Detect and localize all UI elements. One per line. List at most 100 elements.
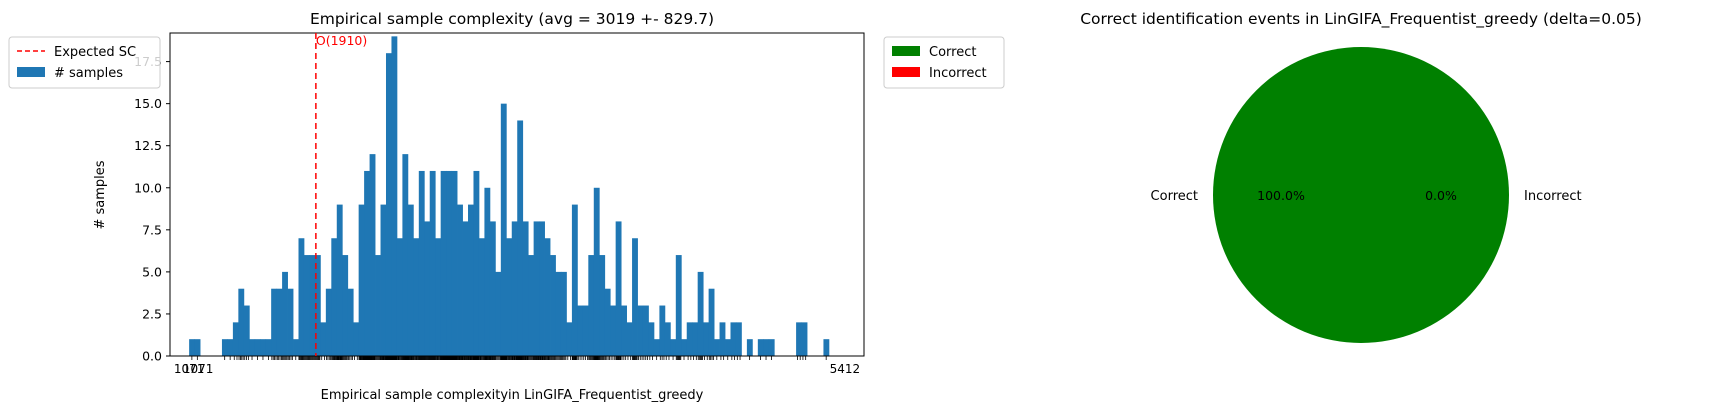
histogram-bar xyxy=(342,255,349,356)
histogram-bar xyxy=(796,322,802,356)
histogram-bar xyxy=(746,339,753,356)
expected-sc-marker: O(1910) xyxy=(315,33,367,356)
histogram-bar xyxy=(511,221,518,356)
histogram-bar xyxy=(544,238,551,356)
histogram-bar xyxy=(533,221,540,356)
histogram-bar xyxy=(260,339,267,356)
histogram-bar xyxy=(664,322,671,356)
histogram-bar xyxy=(380,204,387,356)
histogram-bar xyxy=(757,339,764,356)
histogram-bar xyxy=(500,103,507,356)
histogram-bar xyxy=(424,221,431,356)
histogram-bar xyxy=(402,154,409,356)
histogram-bar xyxy=(703,322,710,356)
histogram-bar xyxy=(254,339,261,356)
histogram-bar xyxy=(560,271,567,356)
y-tick-label: 10.0 xyxy=(134,180,162,195)
histogram-y-label: # samples xyxy=(93,160,108,229)
histogram-bar xyxy=(670,339,677,356)
histogram-bar xyxy=(708,288,715,356)
histogram-bar xyxy=(276,288,283,356)
legend-incorrect-swatch xyxy=(892,67,920,77)
histogram-bar xyxy=(653,339,660,356)
histogram-bar xyxy=(632,238,638,356)
histogram-bar xyxy=(446,170,453,356)
histogram-bar xyxy=(659,305,666,356)
histogram-bar xyxy=(489,221,496,356)
histogram-bar xyxy=(642,305,649,356)
histogram-bar xyxy=(232,322,239,356)
histogram-bar xyxy=(763,339,770,356)
pie-label-correct: Correct xyxy=(1151,189,1198,204)
histogram-bar xyxy=(457,204,463,356)
histogram-bar xyxy=(648,322,655,356)
histogram-bar xyxy=(539,221,545,356)
histogram-bar xyxy=(697,271,704,356)
histogram-bar xyxy=(484,187,491,356)
histogram-chart: Empirical sample complexity (avg = 3019 … xyxy=(8,10,865,403)
histogram-bar xyxy=(407,204,414,356)
histogram-bar xyxy=(725,339,731,356)
histogram-bar xyxy=(637,305,644,356)
histogram-bar xyxy=(331,238,338,356)
histogram-bar xyxy=(528,255,535,356)
histogram-bar xyxy=(282,271,288,356)
legend-samples-swatch xyxy=(17,67,45,77)
histogram-bar xyxy=(396,238,403,356)
histogram-bar xyxy=(303,255,310,356)
y-tick-label: 15.0 xyxy=(134,96,162,111)
histogram-bar xyxy=(599,255,606,356)
y-tick-label: 2.5 xyxy=(142,306,162,321)
y-tick-label: 7.5 xyxy=(142,222,162,237)
histogram-bar xyxy=(353,322,360,356)
histogram-bar xyxy=(336,204,343,356)
histogram-bar xyxy=(293,339,299,356)
histogram-bar xyxy=(385,53,392,356)
histogram-bar xyxy=(823,339,830,356)
y-tick-label: 0.0 xyxy=(142,349,162,364)
histogram-bar xyxy=(391,36,398,356)
pie-pct-incorrect: 0.0% xyxy=(1425,188,1457,203)
histogram-bar xyxy=(320,322,327,356)
pie-label-incorrect: Incorrect xyxy=(1524,189,1582,204)
histogram-bar xyxy=(265,339,272,356)
histogram-bar xyxy=(582,305,589,356)
histogram-bar xyxy=(347,288,354,356)
y-tick-label: 5.0 xyxy=(142,264,162,279)
histogram-bar xyxy=(298,238,305,356)
histogram-bar xyxy=(686,322,693,356)
pie-slices: Correct Incorrect 100.0% 0.0% xyxy=(1151,47,1582,343)
histogram-bar xyxy=(604,288,611,356)
histogram-bar xyxy=(801,322,808,356)
legend-samples-label: # samples xyxy=(54,66,123,81)
x-tick-label: 1071 xyxy=(183,362,214,376)
histogram-bar xyxy=(577,305,584,356)
histogram-bar xyxy=(719,322,726,356)
histogram-bar xyxy=(588,255,595,356)
legend-correct-label: Correct xyxy=(929,45,976,60)
histogram-legend-frame xyxy=(8,36,161,89)
x-tick-label: 5412 xyxy=(830,362,861,376)
histogram-bar xyxy=(451,170,458,356)
pie-chart: Correct identification events in LinGIFA… xyxy=(883,10,1642,343)
histogram-bar xyxy=(468,204,474,356)
legend-expected-sc-label: Expected SC xyxy=(54,45,136,60)
histogram-bar xyxy=(271,288,278,356)
histogram-bar xyxy=(364,170,370,356)
histogram-bar xyxy=(435,238,442,356)
histogram-bar xyxy=(375,255,381,356)
histogram-bar xyxy=(675,255,682,356)
histogram-title: Empirical sample complexity (avg = 3019 … xyxy=(310,10,714,28)
legend-correct-swatch xyxy=(892,46,920,56)
histogram-bar xyxy=(621,305,627,356)
histogram-bar xyxy=(735,322,742,356)
histogram-bar xyxy=(610,305,617,356)
histogram-bar xyxy=(194,339,201,356)
histogram-bar xyxy=(429,170,436,356)
histogram-bar xyxy=(227,339,234,356)
histogram-bar xyxy=(566,322,573,356)
histogram-y-axis: 0.02.55.07.510.012.515.017.5 xyxy=(134,54,170,364)
histogram-bar xyxy=(314,255,321,356)
histogram-bar xyxy=(287,288,294,356)
histogram-bar xyxy=(681,339,688,356)
